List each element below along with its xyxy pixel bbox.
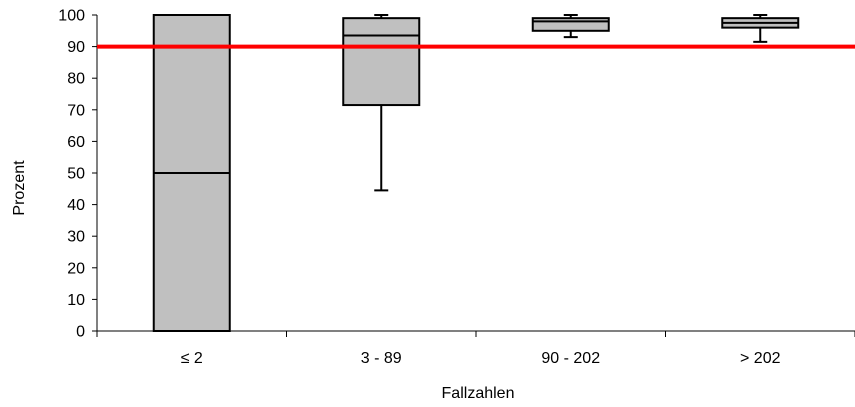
y-tick-label: 50 (67, 166, 85, 183)
x-tick-label: 90 - 202 (541, 350, 600, 367)
y-tick-label: 90 (67, 39, 85, 56)
y-tick-label: 100 (58, 8, 85, 25)
y-tick-label: 60 (67, 134, 85, 151)
y-tick-label: 10 (67, 292, 85, 309)
y-tick-label: 20 (67, 260, 85, 277)
box-rect (531, 17, 610, 32)
box-item (342, 14, 421, 192)
y-axis-title: Prozent (11, 160, 28, 216)
boxes-group (152, 14, 800, 332)
x-axis-title: Fallzahlen (442, 385, 515, 402)
box-rect (342, 17, 421, 107)
x-axis-group: ≤ 2 3 - 89 90 - 202 > 202 (96, 330, 855, 367)
box-item (152, 14, 231, 332)
y-tick-label: 40 (67, 197, 85, 214)
y-tick-label: 80 (67, 71, 85, 88)
box-item (531, 14, 610, 39)
y-tick-label: 0 (76, 324, 85, 341)
box-item (721, 14, 800, 43)
y-tick-label: 30 (67, 229, 85, 246)
x-tick-label: ≤ 2 (181, 350, 203, 367)
y-tick-label: 70 (67, 102, 85, 119)
x-tick-label: > 202 (740, 350, 781, 367)
x-tick-label: 3 - 89 (361, 350, 402, 367)
y-axis-group: 0 10 20 30 40 50 60 70 80 90 100 (58, 8, 98, 341)
